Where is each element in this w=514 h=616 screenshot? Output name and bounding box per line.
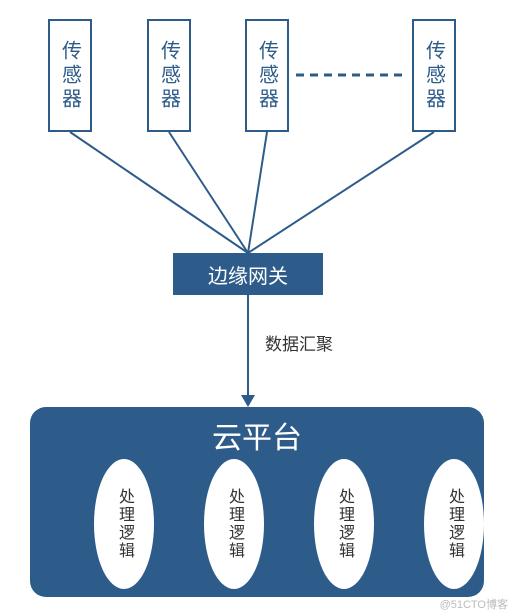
gateway-label: 边缘网关 xyxy=(208,260,288,289)
logic-ellipse-3: 处理逻辑 xyxy=(314,459,374,589)
sensor-label: 传感器 xyxy=(253,40,282,112)
sensor-box-3: 传感器 xyxy=(245,19,289,132)
sensor-line-2 xyxy=(169,132,248,253)
sensor-line-4 xyxy=(248,132,434,253)
sensor-line-1 xyxy=(70,132,248,253)
arrow-head xyxy=(241,395,255,407)
cloud-title: 云平台 xyxy=(30,413,484,457)
sensor-box-2: 传感器 xyxy=(147,19,191,132)
gateway-box: 边缘网关 xyxy=(173,253,323,295)
logic-label: 处理逻辑 xyxy=(332,488,356,560)
logic-label: 处理逻辑 xyxy=(222,488,246,560)
sensor-label: 传感器 xyxy=(155,40,184,112)
sensor-label: 传感器 xyxy=(420,40,449,112)
logic-label: 处理逻辑 xyxy=(442,488,466,560)
logic-ellipse-2: 处理逻辑 xyxy=(204,459,264,589)
cloud-platform-box: 云平台 处理逻辑 处理逻辑 处理逻辑 处理逻辑 xyxy=(30,407,484,597)
sensor-line-3 xyxy=(248,132,267,253)
logic-ellipse-1: 处理逻辑 xyxy=(94,459,154,589)
sensor-box-4: 传感器 xyxy=(412,19,456,132)
watermark: @51CTO博客 xyxy=(440,596,508,612)
logic-ellipse-4: 处理逻辑 xyxy=(424,459,484,589)
logic-label: 处理逻辑 xyxy=(112,488,136,560)
sensor-box-1: 传感器 xyxy=(48,19,92,132)
data-aggregation-label: 数据汇聚 xyxy=(265,330,333,355)
sensor-label: 传感器 xyxy=(56,40,85,112)
